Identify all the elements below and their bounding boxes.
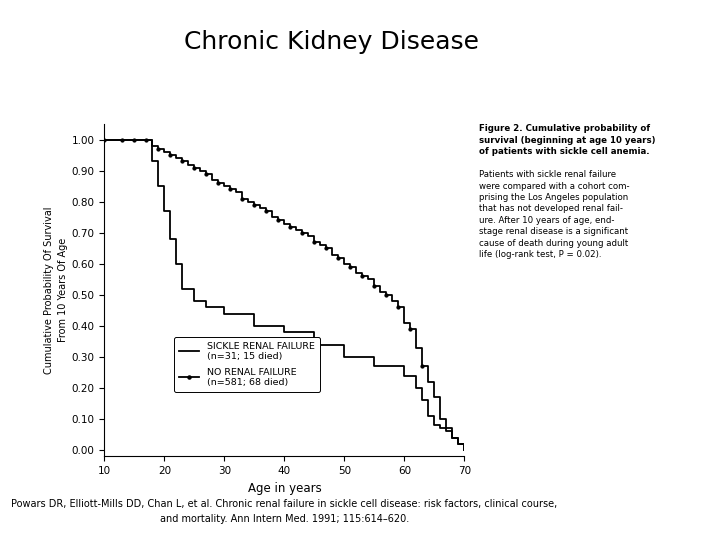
Legend: SICKLE RENAL FAILURE
(n=31; 15 died), NO RENAL FAILURE
(n=581; 68 died): SICKLE RENAL FAILURE (n=31; 15 died), NO… (174, 337, 320, 392)
Text: Powars DR, Elliott-Mills DD, Chan L, et al. Chronic renal failure in sickle cell: Powars DR, Elliott-Mills DD, Chan L, et … (12, 500, 557, 510)
Text: Chronic Kidney Disease: Chronic Kidney Disease (184, 30, 479, 53)
Text: Patients with sickle renal failure
were compared with a cohort com-
prising the : Patients with sickle renal failure were … (479, 170, 629, 259)
Text: and mortality. Ann Intern Med. 1991; 115:614–620.: and mortality. Ann Intern Med. 1991; 115… (160, 514, 409, 524)
Y-axis label: Cumulative Probability Of Survival
From 10 Years Of Age: Cumulative Probability Of Survival From … (45, 206, 68, 374)
Text: Figure 2. Cumulative probability of
survival (beginning at age 10 years)
of pati: Figure 2. Cumulative probability of surv… (479, 124, 655, 156)
X-axis label: Age in years: Age in years (248, 482, 321, 495)
